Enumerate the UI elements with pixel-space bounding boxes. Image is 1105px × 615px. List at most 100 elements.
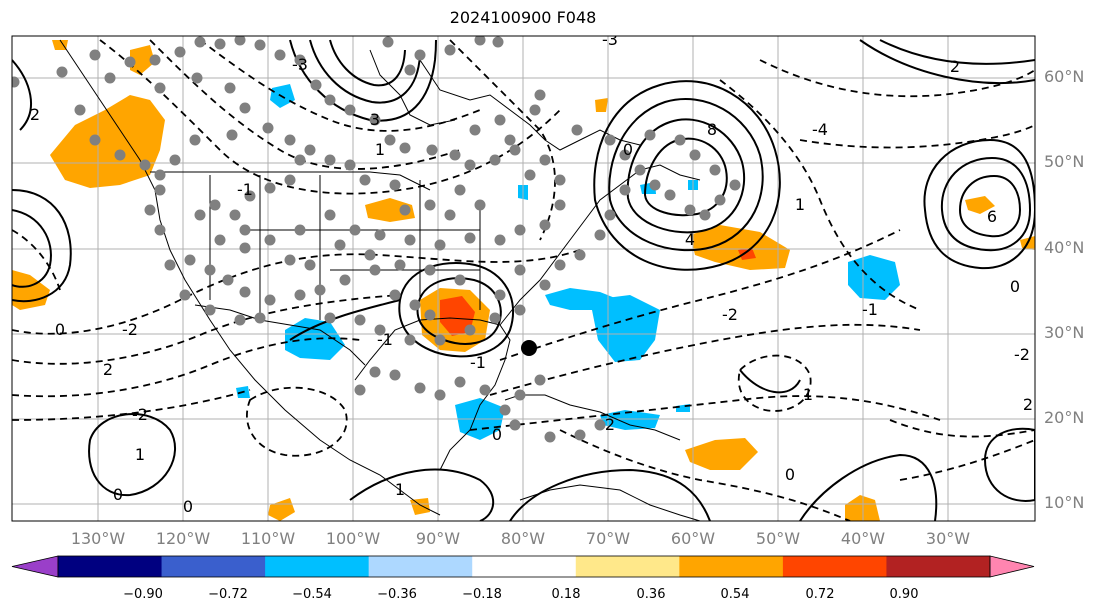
us-canada-border: [150, 171, 431, 191]
dashed-contour: [12, 389, 251, 421]
colorbar-bin: [679, 556, 784, 577]
red-region-atlantic: [738, 248, 756, 260]
contour-label: -1: [237, 180, 253, 199]
lat-label-50n: 50°N: [1044, 152, 1085, 171]
orange-region-central: [365, 198, 415, 222]
station-dot: [139, 159, 151, 171]
map-title: 2024100900 F048: [449, 8, 597, 27]
station-dot: [324, 154, 336, 166]
contour-label: 0: [623, 140, 633, 159]
station-dot: [539, 279, 551, 291]
station-dot: [12, 76, 20, 88]
station-dot: [144, 204, 156, 216]
station-dot: [514, 304, 526, 316]
station-dot: [494, 234, 506, 246]
colorbar-tick-label: 0.90: [889, 587, 919, 602]
contour-label: -2: [1014, 345, 1030, 364]
station-dot: [504, 134, 516, 146]
station-dot: [389, 369, 401, 381]
station-dot: [239, 102, 251, 114]
coast-gulf: [354, 317, 511, 471]
station-dot: [264, 182, 276, 194]
station-dot: [514, 264, 526, 276]
colorbar-bin: [265, 556, 370, 577]
station-dot: [149, 54, 161, 66]
station-dot: [339, 274, 351, 286]
contour-label: 8: [707, 120, 717, 139]
station-dot: [324, 312, 336, 324]
solid-contour: [799, 453, 938, 521]
station-dot: [194, 36, 206, 48]
dashed-contour: [469, 395, 941, 431]
station-dot: [414, 382, 426, 394]
station-dot: [454, 184, 466, 196]
blue-region-carib: [600, 410, 660, 430]
station-dot: [334, 239, 346, 251]
station-dot: [154, 82, 166, 94]
station-dot: [604, 209, 616, 221]
station-dot: [619, 149, 631, 161]
station-dot: [239, 286, 251, 298]
station-dot: [284, 134, 296, 146]
colorbar-over-extension: [989, 555, 1035, 578]
contour-label: -2: [122, 320, 138, 339]
dashed-contour-closed: [246, 386, 348, 457]
station-dot: [56, 66, 68, 78]
station-dot: [554, 259, 566, 271]
station-dot: [284, 254, 296, 266]
contour-label: 1: [135, 445, 145, 464]
station-dot: [274, 49, 286, 61]
contour-label: -1: [470, 353, 486, 372]
blue-region-west-mexico: [285, 318, 345, 360]
station-dot: [664, 189, 676, 201]
dashed-contour: [12, 229, 61, 291]
dashed-contour: [12, 337, 361, 398]
solid-contour: [879, 39, 1035, 65]
station-dot: [494, 289, 506, 301]
station-dot: [344, 104, 356, 116]
station-dot: [426, 144, 438, 156]
station-dot: [709, 164, 721, 176]
orange-region-sw-atlantic: [685, 438, 758, 470]
coast-canada: [419, 59, 641, 151]
station-dot: [714, 194, 726, 206]
dashed-contour: [12, 249, 581, 335]
station-dot: [649, 179, 661, 191]
contour-label: -2: [132, 405, 148, 424]
station-dot: [382, 36, 394, 48]
station-dot: [239, 224, 251, 236]
contour-label: 0: [55, 320, 65, 339]
station-dot: [354, 384, 366, 396]
station-dot: [229, 209, 241, 221]
station-dot: [314, 284, 326, 296]
station-dot: [444, 44, 456, 56]
station-dot: [89, 134, 101, 146]
colorbar-tick-label: −0.72: [208, 587, 248, 602]
colorbar-bin: [782, 556, 887, 577]
station-dot: [534, 89, 546, 101]
station-dot: [529, 104, 541, 116]
station-dot: [594, 229, 606, 241]
station-dot: [394, 259, 406, 271]
dashed-contour: [489, 323, 921, 396]
station-dot: [284, 174, 296, 186]
station-dot: [194, 209, 206, 221]
solid-contour-closed: [643, 137, 728, 217]
orange-region-carib: [410, 498, 430, 515]
coast-south-america: [519, 484, 701, 521]
station-dot: [514, 224, 526, 236]
colorbar-bin: [58, 556, 163, 577]
contour-label: -4: [812, 120, 828, 139]
station-dot: [404, 334, 416, 346]
contour-label: 0: [183, 497, 193, 516]
lon-label-120w: 120°W: [155, 529, 211, 548]
solid-contour: [349, 468, 495, 521]
station-dot: [404, 234, 416, 246]
station-dot: [204, 264, 216, 276]
contour-label: 2: [103, 360, 113, 379]
solid-contour: [289, 299, 401, 341]
station-dot: [389, 289, 401, 301]
orange-region-west: [12, 270, 50, 310]
contour-label: -3: [292, 55, 308, 74]
station-dot: [684, 204, 696, 216]
